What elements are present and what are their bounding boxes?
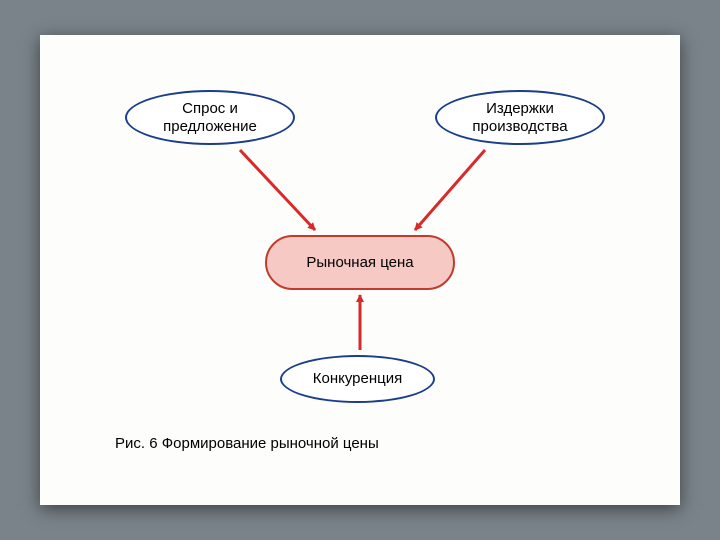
diagram-canvas: Спрос ипредложение Издержкипроизводства … [40, 35, 680, 505]
node-production-costs: Издержкипроизводства [435, 90, 605, 145]
node-competition: Конкуренция [280, 355, 435, 403]
node-supply-demand: Спрос ипредложение [125, 90, 295, 145]
node-label: Спрос ипредложение [163, 100, 257, 136]
node-market-price: Рыночная цена [265, 235, 455, 290]
caption-text: Рис. 6 Формирование рыночной цены [115, 435, 379, 452]
node-label: Рыночная цена [306, 254, 413, 272]
node-label: Издержкипроизводства [472, 100, 567, 136]
node-label: Конкуренция [313, 370, 403, 388]
figure-caption: Рис. 6 Формирование рыночной цены [115, 435, 379, 452]
